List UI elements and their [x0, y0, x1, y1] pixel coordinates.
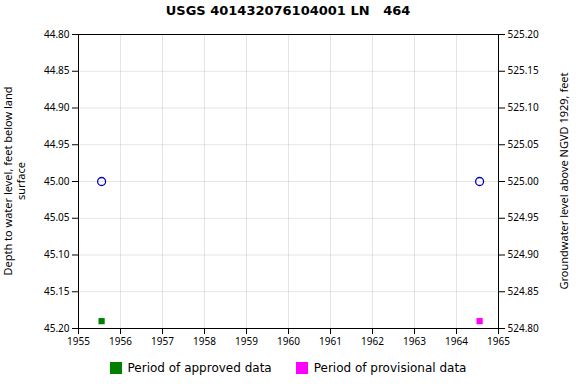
svg-text:Depth to water level, feet bel: Depth to water level, feet below landsur… — [0, 86, 28, 275]
svg-text:45.20: 45.20 — [44, 321, 70, 335]
svg-text:1956: 1956 — [109, 334, 132, 348]
svg-text:1963: 1963 — [403, 334, 426, 348]
svg-text:44.90: 44.90 — [44, 100, 70, 114]
svg-text:525.20: 525.20 — [508, 27, 540, 41]
svg-text:1962: 1962 — [361, 334, 384, 348]
svg-text:Groundwater level above NGVD 1: Groundwater level above NGVD 1929, feet — [556, 72, 571, 289]
svg-text:45.10: 45.10 — [44, 247, 70, 261]
svg-text:45.00: 45.00 — [44, 174, 70, 188]
svg-text:44.80: 44.80 — [44, 27, 70, 41]
svg-text:525.00: 525.00 — [508, 174, 540, 188]
svg-text:524.80: 524.80 — [508, 321, 540, 335]
svg-text:1958: 1958 — [193, 334, 216, 348]
svg-text:524.90: 524.90 — [508, 247, 540, 261]
svg-text:524.95: 524.95 — [508, 210, 540, 224]
html-text:Period of provisional data: Period of provisional data — [313, 361, 467, 375]
svg-text:1961: 1961 — [319, 334, 342, 348]
html-text:USGS 401432076104001 LN 464: USGS 401432076104001 LN 464 — [165, 3, 411, 18]
svg-text:1965: 1965 — [487, 334, 510, 348]
svg-text:1964: 1964 — [445, 334, 468, 348]
svg-text:44.85: 44.85 — [44, 63, 70, 77]
svg-text:1960: 1960 — [277, 334, 300, 348]
svg-text:525.10: 525.10 — [508, 100, 540, 114]
svg-text:525.05: 525.05 — [508, 137, 540, 151]
svg-text:1959: 1959 — [235, 334, 258, 348]
svg-text:1957: 1957 — [151, 334, 174, 348]
svg-text:44.95: 44.95 — [44, 137, 70, 151]
svg-text:1955: 1955 — [67, 334, 90, 348]
svg-text:524.85: 524.85 — [508, 284, 540, 298]
svg-text:525.15: 525.15 — [508, 63, 540, 77]
html-text:Period of approved data: Period of approved data — [127, 361, 272, 375]
svg-text:45.15: 45.15 — [44, 284, 70, 298]
svg-text:45.05: 45.05 — [44, 210, 70, 224]
